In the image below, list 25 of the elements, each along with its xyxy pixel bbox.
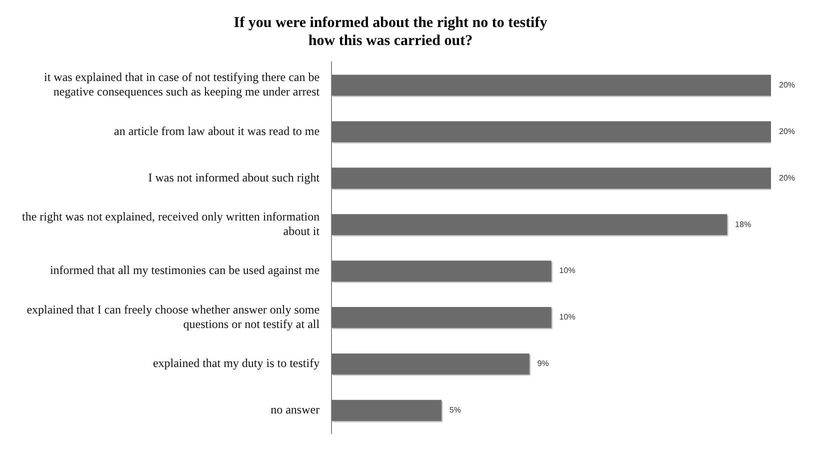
- y-tick-label: informed that all my testimonies can be used against me: [50, 263, 320, 278]
- data-label: 10%: [559, 266, 576, 276]
- bar: [332, 307, 552, 328]
- data-label: 20%: [779, 80, 796, 90]
- data-label: 5%: [449, 406, 461, 415]
- data-label: 9%: [537, 359, 549, 368]
- y-tick-label: it was explained that in case of not testifying there can be negative consequences such as keeping me under arrest: [44, 70, 320, 99]
- chart-title: If you were informed about the right no to testify how this was carried out?: [234, 14, 548, 49]
- bar: [332, 353, 530, 374]
- y-tick-label: the right was not explained, received only written information about it: [22, 210, 320, 238]
- y-tick-label: no answer: [270, 402, 320, 417]
- data-label: 20%: [779, 126, 796, 136]
- bar: [332, 400, 442, 421]
- bar: [332, 121, 771, 142]
- data-label: 20%: [779, 173, 796, 182]
- data-label: 10%: [559, 312, 576, 322]
- bar: [332, 260, 552, 282]
- y-tick-label: I was not informed about such right: [148, 170, 320, 184]
- y-tick-label: explained that I can freely choose whether answer only some questions or not testify at all: [26, 302, 320, 331]
- bar: [332, 214, 728, 236]
- y-tick-label: explained that my duty is to testify: [152, 356, 320, 370]
- y-tick-label: an article from law about it was read to me: [114, 124, 320, 138]
- data-label: 18%: [735, 220, 752, 229]
- bar: [332, 168, 771, 189]
- bar: [332, 74, 771, 96]
